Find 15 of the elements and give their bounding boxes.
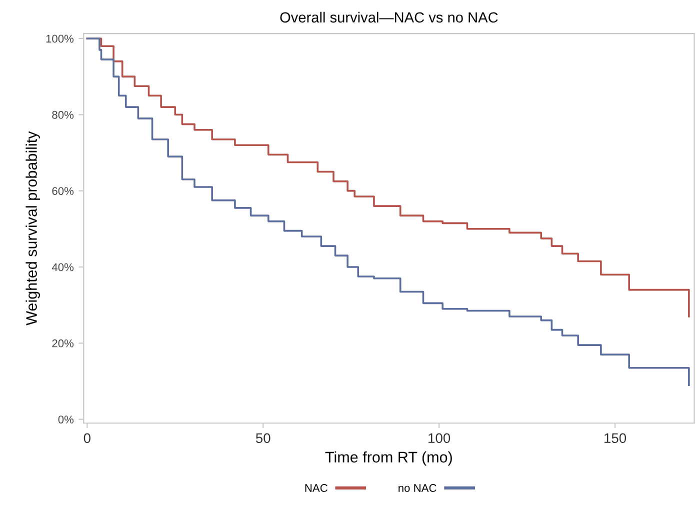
x-axis-title: Time from RT (mo) bbox=[325, 451, 452, 466]
chart-title: Overall survival—NAC vs no NAC bbox=[280, 12, 498, 23]
x-tick-label: 150 bbox=[604, 433, 626, 444]
x-tick-label: 0 bbox=[84, 433, 90, 444]
y-tick-label: 40% bbox=[52, 263, 74, 272]
legend-label: NAC bbox=[305, 484, 328, 492]
x-tick-label: 100 bbox=[428, 433, 450, 444]
legend-label: no NAC bbox=[398, 484, 436, 492]
y-axis-title: Weighted survival probability bbox=[26, 131, 40, 326]
x-tick-label: 50 bbox=[256, 433, 270, 444]
y-tick-label: 80% bbox=[52, 110, 74, 119]
y-tick-label: 100% bbox=[46, 34, 74, 43]
y-tick-label: 60% bbox=[52, 187, 74, 195]
y-tick-label: 20% bbox=[52, 339, 74, 348]
y-tick-label: 0% bbox=[58, 416, 74, 424]
